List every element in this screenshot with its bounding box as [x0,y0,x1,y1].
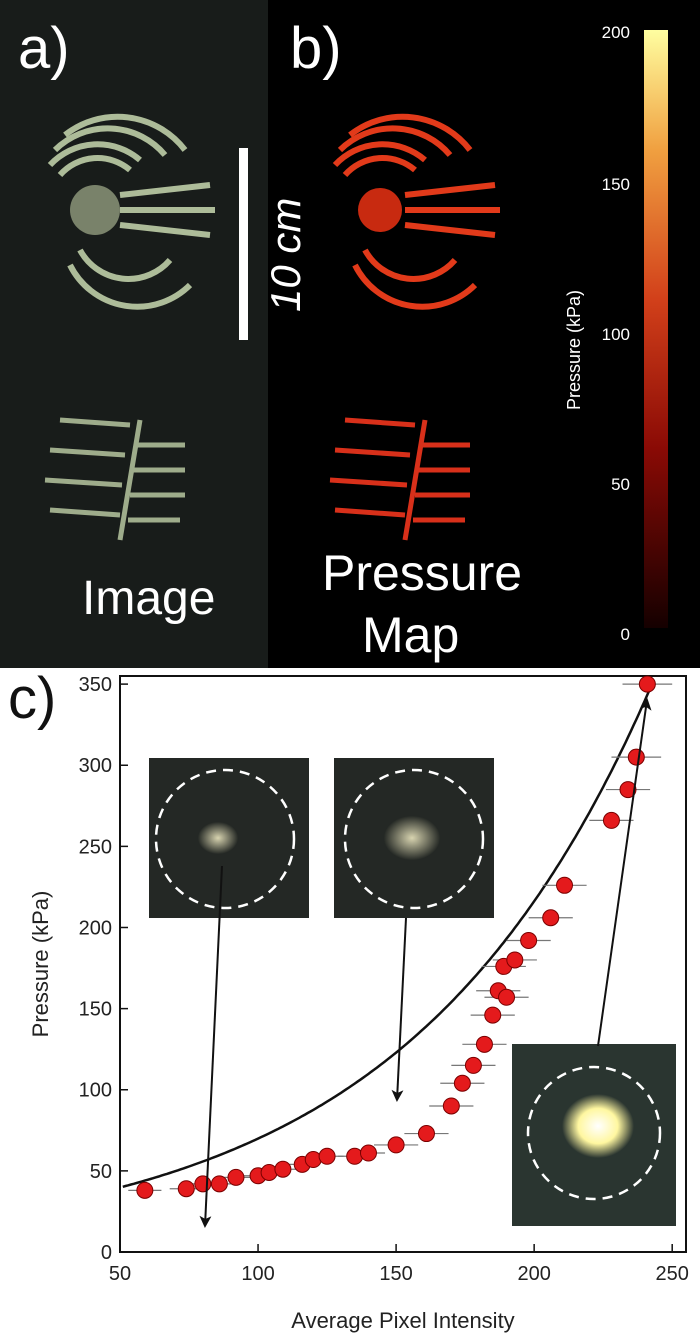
fit-curve [122,687,652,1188]
data-point [136,1181,154,1199]
inset-photo-low [149,758,309,918]
x-tick-label-100: 100 [241,1263,274,1285]
panel-a-caption: Image [82,572,215,625]
data-point [475,1035,493,1053]
data-point [498,988,516,1006]
data-point [638,675,656,693]
data-point [627,748,645,766]
data-point [602,811,620,829]
y-tick-label-100: 100 [79,1080,112,1102]
data-point [318,1147,336,1165]
colorbar [644,30,668,628]
data-point [359,1144,377,1162]
panel-a-photo [0,0,268,668]
data-point [417,1125,435,1143]
pressure-image-panels: a) b) 10 cm Image Pressure Map Pressure … [0,0,700,668]
y-tick-label-50: 50 [90,1161,112,1183]
data-point [506,951,524,969]
panel-c-letter: c) [8,668,56,731]
x-axis-label: Average Pixel Intensity [291,1308,514,1333]
y-tick-label-250: 250 [79,836,112,858]
data-point [260,1163,278,1181]
colorbar-tick-150: 150 [602,175,630,194]
arrow-to-low-point [199,865,223,1228]
colorbar-tick-100: 100 [602,325,630,344]
y-tick-label-300: 300 [79,755,112,777]
panel-a-letter: a) [18,16,70,81]
colorbar-tick-200: 200 [602,23,630,42]
data-point [210,1175,228,1193]
data-point [453,1074,471,1092]
shoe-heel-print-a [47,113,215,310]
panel-b-pressure-map [268,0,700,668]
colorbar-tick-50: 50 [611,475,630,494]
panel-b-letter: b) [290,16,342,81]
plot-area [119,675,687,1253]
x-tick-label-250: 250 [656,1263,689,1285]
y-tick-label-150: 150 [79,999,112,1021]
arrow-to-high-point [597,698,652,1047]
data-point [442,1097,460,1115]
inset-photo-high [512,1044,676,1226]
scale-bar [239,148,248,340]
data-point [556,876,574,894]
x-tick-label-50: 50 [109,1263,131,1285]
data-point [194,1175,212,1193]
panel-b-caption-line2: Map [362,607,459,663]
colorbar-tick-0: 0 [621,625,630,644]
arrow-to-mid-point [391,917,407,1102]
data-point [464,1056,482,1074]
shoe-heel-print-b [332,113,500,310]
x-tick-label-200: 200 [517,1263,550,1285]
data-point [227,1168,245,1186]
data-point [387,1136,405,1154]
shoe-sole-print-a [44,417,185,541]
scale-bar-label: 10 cm [262,198,309,312]
data-point [619,781,637,799]
data-point [542,909,560,927]
data-point [484,1006,502,1024]
colorbar-label: Pressure (kPa) [564,290,584,410]
x-tick-label-150: 150 [379,1263,412,1285]
data-point [177,1180,195,1198]
y-tick-label-200: 200 [79,917,112,939]
data-point [346,1147,364,1165]
inset-photo-mid [334,758,494,918]
data-point [274,1160,292,1178]
y-axis-label: Pressure (kPa) [28,891,53,1038]
data-point [304,1151,322,1169]
data-point [520,931,538,949]
y-tick-label-350: 350 [79,674,112,696]
panel-b-caption-line1: Pressure [322,545,522,601]
shoe-sole-print-b [329,417,470,541]
y-tick-label-0: 0 [101,1242,112,1264]
